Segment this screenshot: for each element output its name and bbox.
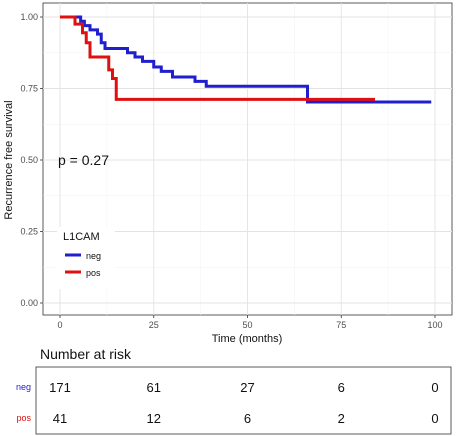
risk-value: 0 <box>431 411 438 426</box>
risk-value: 12 <box>147 411 161 426</box>
legend-label-neg: neg <box>86 251 101 261</box>
y-tick-label: 1.00 <box>20 12 38 22</box>
risk-row-label-neg: neg <box>16 382 31 392</box>
x-tick-label: 75 <box>336 320 346 330</box>
y-tick-label: 0.00 <box>20 298 38 308</box>
risk-table: Number at risk neg 171 61 27 6 0 pos 41 12 6 2 0 <box>16 346 452 435</box>
x-tick-label: 0 <box>57 320 62 330</box>
y-axis-ticks: 0.00 0.25 0.50 0.75 1.00 <box>20 12 43 308</box>
legend-label-pos: pos <box>86 268 101 278</box>
legend-box <box>57 227 115 289</box>
risk-table-rows: neg 171 61 27 6 0 pos 41 12 6 2 0 <box>16 380 439 426</box>
legend: L1CAM neg pos <box>57 227 115 289</box>
survival-curves <box>60 15 432 104</box>
y-tick-label: 0.50 <box>20 155 38 165</box>
legend-title: L1CAM <box>63 231 100 243</box>
y-tick-label: 0.25 <box>20 227 38 237</box>
risk-value: 171 <box>49 380 71 395</box>
p-value-annotation: p = 0.27 <box>58 152 109 168</box>
grid-major <box>43 3 452 315</box>
risk-table-box <box>35 366 452 435</box>
risk-value: 2 <box>338 411 345 426</box>
risk-value: 6 <box>244 411 251 426</box>
y-axis-label: Recurrence free survival <box>3 100 15 219</box>
y-tick-label: 0.75 <box>20 84 38 94</box>
x-axis-label: Time (months) <box>212 333 283 345</box>
risk-value: 61 <box>147 380 161 395</box>
km-plot: 0.00 0.25 0.50 0.75 1.00 0 25 50 75 100 Recurren… <box>3 2 453 345</box>
risk-table-title: Number at risk <box>40 346 132 362</box>
risk-value: 41 <box>53 411 67 426</box>
x-tick-label: 50 <box>242 320 252 330</box>
x-tick-label: 100 <box>427 320 442 330</box>
risk-value: 6 <box>338 380 345 395</box>
survival-curve-neg <box>60 15 432 104</box>
risk-value: 0 <box>431 380 438 395</box>
x-tick-label: 25 <box>149 320 159 330</box>
risk-value: 27 <box>240 380 254 395</box>
risk-row-label-pos: pos <box>16 413 31 423</box>
x-axis-ticks: 0 25 50 75 100 <box>57 315 443 330</box>
survival-curve-pos <box>60 15 375 101</box>
